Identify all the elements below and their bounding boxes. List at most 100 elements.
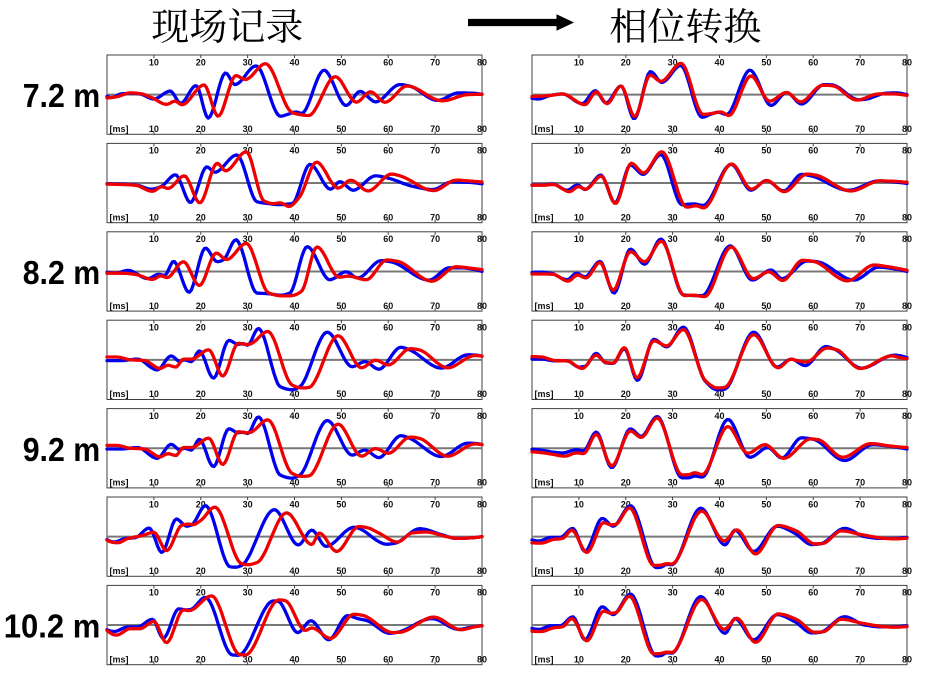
svg-text:80: 80 bbox=[477, 301, 487, 311]
svg-text:10: 10 bbox=[574, 212, 584, 222]
svg-text:10: 10 bbox=[149, 478, 159, 488]
svg-text:70: 70 bbox=[430, 411, 440, 421]
svg-text:30: 30 bbox=[668, 478, 678, 488]
svg-text:60: 60 bbox=[383, 301, 393, 311]
svg-text:10: 10 bbox=[149, 234, 159, 244]
svg-text:30: 30 bbox=[243, 654, 253, 664]
svg-text:10: 10 bbox=[149, 146, 159, 156]
svg-text:[ms]: [ms] bbox=[535, 478, 554, 488]
svg-text:60: 60 bbox=[383, 566, 393, 576]
svg-text:70: 70 bbox=[430, 566, 440, 576]
svg-text:20: 20 bbox=[196, 588, 206, 598]
svg-text:70: 70 bbox=[855, 588, 865, 598]
svg-text:30: 30 bbox=[243, 566, 253, 576]
svg-text:30: 30 bbox=[243, 588, 253, 598]
svg-text:50: 50 bbox=[761, 478, 771, 488]
svg-text:70: 70 bbox=[855, 566, 865, 576]
svg-text:80: 80 bbox=[902, 146, 912, 156]
svg-text:80: 80 bbox=[902, 478, 912, 488]
svg-text:40: 40 bbox=[714, 588, 724, 598]
svg-text:10: 10 bbox=[574, 389, 584, 399]
svg-text:60: 60 bbox=[808, 411, 818, 421]
svg-text:80: 80 bbox=[902, 212, 912, 222]
svg-text:20: 20 bbox=[621, 146, 631, 156]
svg-text:10: 10 bbox=[149, 499, 159, 509]
svg-text:40: 40 bbox=[714, 323, 724, 333]
svg-text:60: 60 bbox=[808, 234, 818, 244]
svg-text:30: 30 bbox=[243, 499, 253, 509]
svg-text:60: 60 bbox=[383, 124, 393, 134]
svg-text:[ms]: [ms] bbox=[535, 124, 554, 134]
svg-text:20: 20 bbox=[621, 588, 631, 598]
svg-text:30: 30 bbox=[668, 389, 678, 399]
svg-text:20: 20 bbox=[196, 499, 206, 509]
svg-text:80: 80 bbox=[902, 301, 912, 311]
svg-text:20: 20 bbox=[196, 301, 206, 311]
svg-text:10: 10 bbox=[574, 566, 584, 576]
svg-text:20: 20 bbox=[621, 411, 631, 421]
svg-text:60: 60 bbox=[808, 146, 818, 156]
svg-text:20: 20 bbox=[621, 654, 631, 664]
svg-text:80: 80 bbox=[477, 323, 487, 333]
svg-text:60: 60 bbox=[383, 57, 393, 67]
svg-text:40: 40 bbox=[714, 124, 724, 134]
svg-text:60: 60 bbox=[808, 566, 818, 576]
svg-text:50: 50 bbox=[336, 57, 346, 67]
svg-text:40: 40 bbox=[289, 146, 299, 156]
svg-text:70: 70 bbox=[430, 499, 440, 509]
svg-text:40: 40 bbox=[289, 212, 299, 222]
svg-text:60: 60 bbox=[383, 146, 393, 156]
svg-text:60: 60 bbox=[383, 212, 393, 222]
svg-text:40: 40 bbox=[714, 212, 724, 222]
svg-text:50: 50 bbox=[761, 499, 771, 509]
svg-text:50: 50 bbox=[761, 588, 771, 598]
svg-text:50: 50 bbox=[761, 389, 771, 399]
svg-text:60: 60 bbox=[383, 654, 393, 664]
svg-text:30: 30 bbox=[668, 124, 678, 134]
svg-text:30: 30 bbox=[243, 478, 253, 488]
svg-text:40: 40 bbox=[289, 478, 299, 488]
svg-text:50: 50 bbox=[761, 146, 771, 156]
svg-text:20: 20 bbox=[196, 478, 206, 488]
svg-text:40: 40 bbox=[289, 588, 299, 598]
svg-text:50: 50 bbox=[761, 57, 771, 67]
svg-text:20: 20 bbox=[196, 411, 206, 421]
svg-text:20: 20 bbox=[196, 323, 206, 333]
svg-text:50: 50 bbox=[336, 323, 346, 333]
svg-text:30: 30 bbox=[668, 323, 678, 333]
svg-text:80: 80 bbox=[902, 588, 912, 598]
svg-text:40: 40 bbox=[289, 323, 299, 333]
svg-text:50: 50 bbox=[761, 411, 771, 421]
svg-text:30: 30 bbox=[668, 654, 678, 664]
svg-text:70: 70 bbox=[430, 146, 440, 156]
svg-text:70: 70 bbox=[855, 124, 865, 134]
svg-text:[ms]: [ms] bbox=[110, 389, 129, 399]
svg-text:40: 40 bbox=[714, 654, 724, 664]
svg-text:[ms]: [ms] bbox=[110, 124, 129, 134]
svg-text:50: 50 bbox=[336, 124, 346, 134]
svg-text:60: 60 bbox=[808, 389, 818, 399]
svg-text:10: 10 bbox=[149, 124, 159, 134]
svg-text:50: 50 bbox=[336, 411, 346, 421]
svg-text:60: 60 bbox=[808, 478, 818, 488]
svg-text:10.2 m: 10.2 m bbox=[4, 609, 101, 646]
svg-text:70: 70 bbox=[855, 146, 865, 156]
svg-text:50: 50 bbox=[761, 212, 771, 222]
svg-text:30: 30 bbox=[243, 146, 253, 156]
svg-text:[ms]: [ms] bbox=[110, 212, 129, 222]
svg-text:40: 40 bbox=[714, 499, 724, 509]
svg-text:30: 30 bbox=[668, 212, 678, 222]
svg-text:60: 60 bbox=[808, 499, 818, 509]
svg-text:70: 70 bbox=[855, 499, 865, 509]
svg-text:50: 50 bbox=[761, 323, 771, 333]
svg-text:70: 70 bbox=[430, 588, 440, 598]
svg-text:40: 40 bbox=[714, 478, 724, 488]
svg-text:10: 10 bbox=[149, 212, 159, 222]
svg-text:80: 80 bbox=[902, 389, 912, 399]
svg-text:10: 10 bbox=[574, 57, 584, 67]
svg-text:40: 40 bbox=[289, 654, 299, 664]
svg-text:10: 10 bbox=[574, 654, 584, 664]
svg-text:40: 40 bbox=[714, 234, 724, 244]
svg-text:50: 50 bbox=[336, 478, 346, 488]
svg-text:30: 30 bbox=[243, 212, 253, 222]
